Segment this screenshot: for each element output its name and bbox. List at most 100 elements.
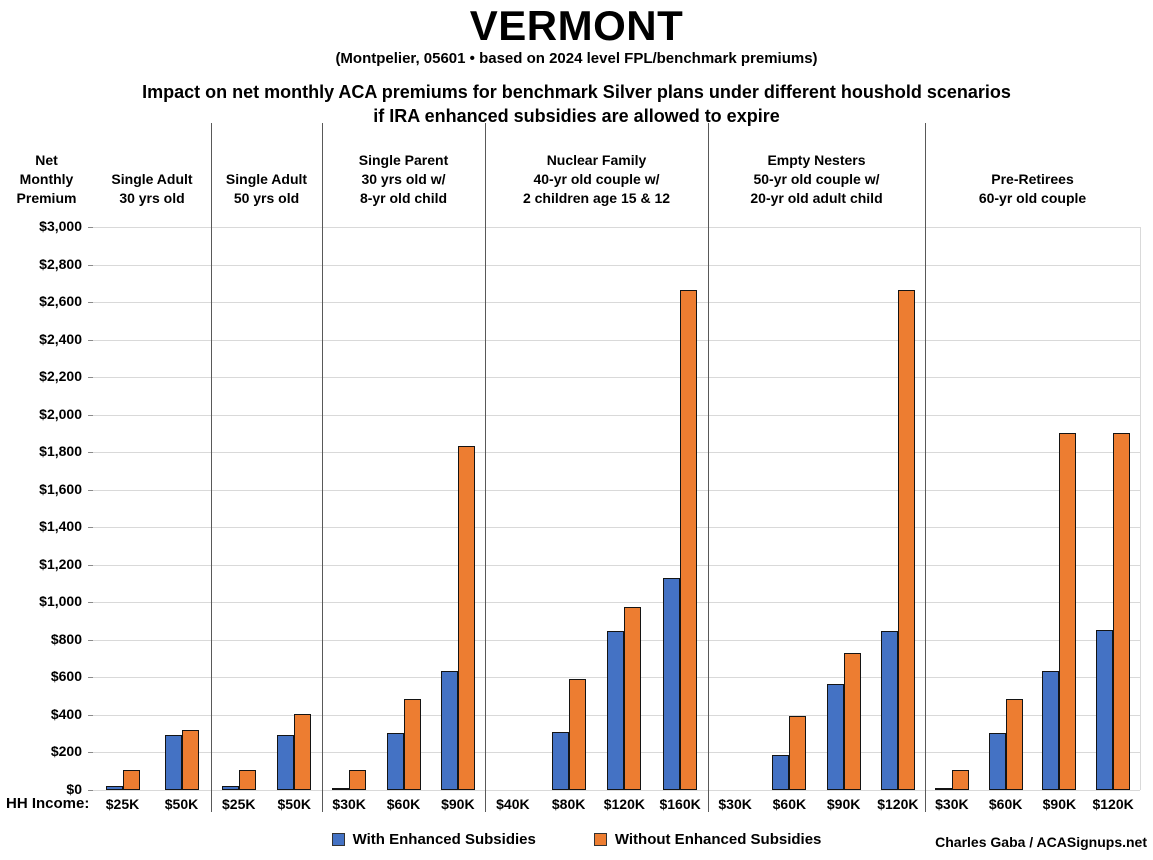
group-separator xyxy=(485,123,486,812)
bar-without-enhanced xyxy=(403,698,421,790)
group-separator xyxy=(708,123,709,812)
y-axis-tick-label: $600 xyxy=(50,668,82,685)
group-header: Single Adult 30 yrs old xyxy=(93,128,211,208)
x-axis-tick-label: $60K xyxy=(988,796,1023,812)
y-axis-tick-label: $2,200 xyxy=(39,368,82,385)
bar-without-enhanced xyxy=(294,713,312,790)
gridline xyxy=(93,527,1140,529)
y-axis-tick-label: $400 xyxy=(50,705,82,722)
y-axis-title: Net Monthly Premium xyxy=(0,128,93,208)
group-separator xyxy=(925,123,926,812)
y-axis-tick xyxy=(88,714,93,716)
chart-description-line1: Impact on net monthly ACA premiums for b… xyxy=(142,82,1011,102)
group-header-line: 8-yr old child xyxy=(359,190,448,206)
gridline xyxy=(93,339,1140,341)
bar-with-enhanced xyxy=(277,734,295,790)
x-axis-title: HH Income: xyxy=(6,795,90,812)
x-axis-tick-label: $90K xyxy=(826,796,861,812)
x-axis-tick-label: $120K xyxy=(877,796,919,812)
x-axis-tick-label: $120K xyxy=(603,796,645,812)
bar-without-enhanced xyxy=(122,770,140,790)
y-axis-tick-label: $1,800 xyxy=(39,443,82,460)
y-axis-tick xyxy=(88,564,93,566)
bar-with-enhanced xyxy=(440,670,458,790)
x-axis-tick-label: $25K xyxy=(105,796,140,812)
legend-item-with-enhanced: With Enhanced Subsidies xyxy=(331,831,536,848)
gridline xyxy=(93,452,1140,454)
group-header-line: 30 yrs old w/ xyxy=(361,171,446,187)
group-header-line: Pre-Retirees xyxy=(991,171,1074,187)
group-header-line: 2 children age 15 & 12 xyxy=(522,190,671,206)
group-header-line: 60-yr old couple xyxy=(978,190,1087,206)
y-axis-tick-label: $0 xyxy=(66,781,82,797)
bar-with-enhanced xyxy=(1042,670,1060,790)
legend-item-without-enhanced: Without Enhanced Subsidies xyxy=(593,831,822,848)
bar-with-enhanced xyxy=(772,755,790,790)
bar-without-enhanced xyxy=(897,289,915,790)
group-header-line: Single Parent xyxy=(358,152,449,168)
y-axis-tick-label: $2,800 xyxy=(39,255,82,272)
y-axis-tick-label: $2,600 xyxy=(39,293,82,310)
bar-without-enhanced xyxy=(181,729,199,790)
gridline xyxy=(93,227,1140,228)
gridline xyxy=(93,602,1140,604)
group-header: Single Parent 30 yrs old w/8-yr old child xyxy=(322,128,485,208)
legend-label-without-enhanced: Without Enhanced Subsidies xyxy=(614,831,822,848)
bar-with-enhanced xyxy=(934,788,952,791)
y-axis-tick xyxy=(88,452,93,454)
chart-subtitle: (Montpelier, 05601 • based on 2024 level… xyxy=(335,50,818,67)
group-header-line: Empty Nesters xyxy=(767,152,866,168)
bar-without-enhanced xyxy=(1005,698,1023,790)
gridline xyxy=(93,790,1140,791)
bar-without-enhanced xyxy=(457,445,475,790)
x-axis-tick-label: $50K xyxy=(277,796,311,812)
bar-without-enhanced xyxy=(951,770,969,790)
group-header-line: Single Adult xyxy=(225,171,308,187)
bar-without-enhanced xyxy=(624,607,642,790)
bar-with-enhanced xyxy=(551,731,569,790)
x-axis-tick-label: $60K xyxy=(386,796,421,812)
group-header: Pre-Retirees 60-yr old couple xyxy=(925,128,1140,208)
y-axis-tick-label: $1,200 xyxy=(39,555,82,572)
x-axis-tick-label: $25K xyxy=(222,796,256,812)
y-axis-tick-label: $2,400 xyxy=(39,330,82,347)
y-axis-title-line: Net xyxy=(35,152,58,168)
y-axis-tick xyxy=(88,489,93,491)
x-axis-tick-label: $90K xyxy=(1042,796,1077,812)
legend-label-with-enhanced: With Enhanced Subsidies xyxy=(352,831,536,848)
group-header-line: Single Adult xyxy=(111,171,193,187)
y-axis-tick xyxy=(88,752,93,754)
bar-with-enhanced xyxy=(880,631,898,790)
bar-with-enhanced xyxy=(105,786,123,790)
x-axis-tick-label: $50K xyxy=(164,796,199,812)
bar-with-enhanced xyxy=(826,683,844,790)
y-axis-tick xyxy=(88,527,93,529)
bar-with-enhanced xyxy=(1096,630,1114,790)
y-axis-tick-label: $200 xyxy=(50,743,82,760)
x-axis-tick-label: $30K xyxy=(332,796,366,812)
gridline xyxy=(93,564,1140,566)
bar-with-enhanced xyxy=(663,577,681,790)
x-axis-tick-label: $90K xyxy=(441,796,475,812)
group-header-line: 50 yrs old xyxy=(233,190,300,206)
bar-without-enhanced xyxy=(568,679,586,790)
group-separator xyxy=(322,123,323,812)
bar-with-enhanced xyxy=(332,788,350,791)
bar-without-enhanced xyxy=(789,715,807,790)
y-axis-tick xyxy=(88,227,93,228)
bar-with-enhanced xyxy=(988,732,1006,790)
bar-without-enhanced xyxy=(349,770,367,790)
bar-without-enhanced xyxy=(1059,433,1077,790)
gridline xyxy=(93,302,1140,304)
y-axis-tick xyxy=(88,790,93,791)
legend-swatch-orange xyxy=(593,833,607,846)
group-header: Empty Nesters 50-yr old couple w/20-yr ol… xyxy=(708,128,925,208)
x-axis-tick-label: $80K xyxy=(551,796,586,812)
y-axis-tick-label: $2,000 xyxy=(39,405,82,422)
y-axis-tick xyxy=(88,377,93,379)
group-header: Single Adult 50 yrs old xyxy=(211,128,322,208)
chart-title: VERMONT xyxy=(469,2,684,49)
group-header: Nuclear Family 40-yr old couple w/2 child… xyxy=(485,128,708,208)
x-axis-tick-label: $60K xyxy=(772,796,807,812)
legend: With Enhanced Subsidies Without Enhanced… xyxy=(0,831,1153,848)
